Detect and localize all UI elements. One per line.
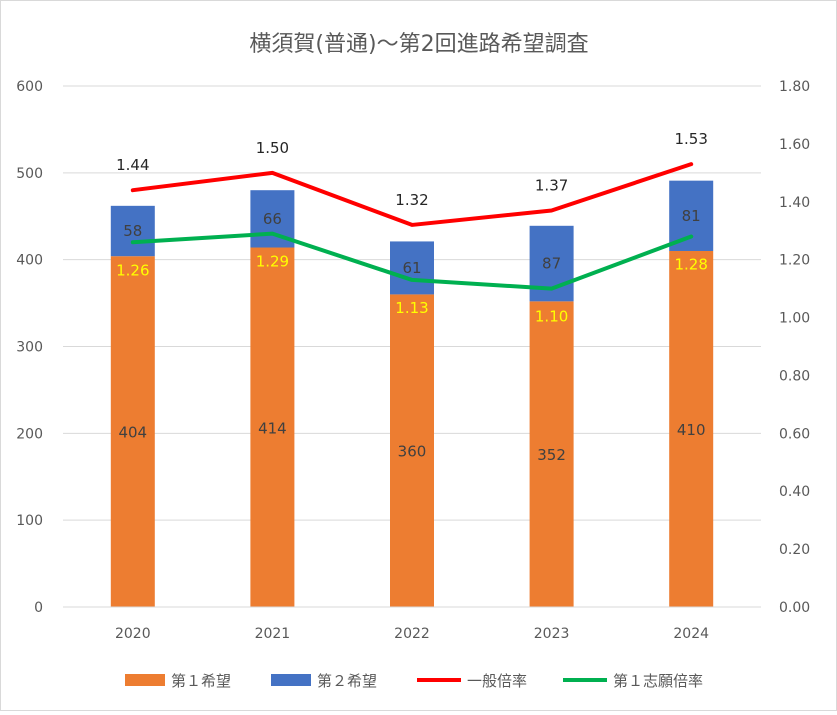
bar-value-label: 410 (677, 421, 706, 439)
legend-label: 一般倍率 (467, 672, 527, 690)
y-axis-left: 0 100 200 300 400 500 600 (16, 79, 43, 616)
bar-value-label: 81 (682, 207, 701, 225)
bar-value-label: 87 (542, 255, 561, 273)
y-right-tick-label: 1.60 (779, 137, 810, 153)
first-choice-ratio-label: 1.26 (116, 261, 149, 279)
y-left-tick-label: 400 (16, 253, 43, 269)
y-right-tick-label: 0.80 (779, 368, 810, 384)
bar-value-label: 414 (258, 419, 287, 437)
legend-label: 第２希望 (317, 672, 377, 690)
legend-label: 第１志願倍率 (613, 672, 703, 690)
bar-value-label: 66 (263, 210, 282, 228)
x-tick-label: 2021 (255, 626, 291, 642)
y-left-tick-label: 200 (16, 426, 43, 442)
bar-first-choice (529, 301, 574, 607)
legend-swatch (125, 674, 165, 686)
y-right-tick-label: 0.40 (779, 484, 810, 500)
bar-value-label: 360 (398, 443, 427, 461)
y-right-tick-label: 1.00 (779, 311, 810, 327)
chart-title: 横須賀(普通)～第2回進路希望調査 (249, 32, 588, 57)
general-ratio-label: 1.44 (116, 156, 149, 174)
bar-series: 404 58 414 66 360 61 352 87 410 81 (110, 180, 714, 607)
y-right-tick-label: 1.40 (779, 195, 810, 211)
first-choice-ratio-label: 1.10 (535, 308, 568, 326)
y-left-tick-label: 600 (16, 79, 43, 95)
bar-first-choice (110, 256, 155, 607)
y-left-tick-label: 300 (16, 340, 43, 356)
line-general-ratio (130, 162, 694, 227)
line-series: 1.44 1.50 1.32 1.37 1.53 1.26 1.29 1.13 1.10 1.28 (116, 130, 708, 325)
first-choice-ratio-label: 1.28 (674, 256, 707, 274)
y-left-tick-label: 500 (16, 166, 43, 182)
first-choice-ratio-label: 1.13 (395, 299, 428, 317)
y-left-tick-label: 100 (16, 513, 43, 529)
general-ratio-label: 1.53 (674, 130, 707, 148)
y-right-tick-label: 0.20 (779, 542, 810, 558)
bar-value-label: 404 (118, 424, 147, 442)
y-left-tick-label: 0 (34, 600, 43, 616)
x-tick-label: 2020 (115, 626, 151, 642)
bar-first-choice (669, 250, 714, 607)
general-ratio-label: 1.50 (256, 139, 289, 157)
y-right-tick-label: 1.20 (779, 253, 810, 269)
legend-swatch (271, 674, 311, 686)
x-tick-label: 2024 (673, 626, 709, 642)
bar-first-choice (250, 247, 295, 607)
bar-value-label: 352 (537, 446, 566, 464)
line-first-choice-ratio (130, 231, 694, 291)
legend-label: 第１希望 (171, 672, 231, 690)
y-right-tick-label: 1.80 (779, 79, 810, 95)
bar-first-choice (390, 294, 434, 607)
bar-value-label: 61 (402, 259, 421, 277)
x-axis: 2020 2021 2022 2023 2024 (63, 606, 761, 642)
general-ratio-label: 1.32 (395, 191, 428, 209)
x-tick-label: 2022 (394, 626, 430, 642)
legend: 第１希望 第２希望 一般倍率 第１志願倍率 (125, 672, 703, 690)
bar-value-label: 58 (123, 222, 142, 240)
bar-second-choice (110, 205, 155, 257)
first-choice-ratio-label: 1.29 (256, 253, 289, 271)
x-tick-label: 2023 (534, 626, 570, 642)
y-right-tick-label: 0.60 (779, 426, 810, 442)
bar-second-choice (390, 241, 434, 295)
y-axis-right: 0.00 0.20 0.40 0.60 0.80 1.00 1.20 1.40 1.60 1.80 (779, 79, 810, 616)
general-ratio-label: 1.37 (535, 176, 568, 194)
bar-second-choice (669, 180, 714, 251)
y-right-tick-label: 0.00 (779, 600, 810, 616)
